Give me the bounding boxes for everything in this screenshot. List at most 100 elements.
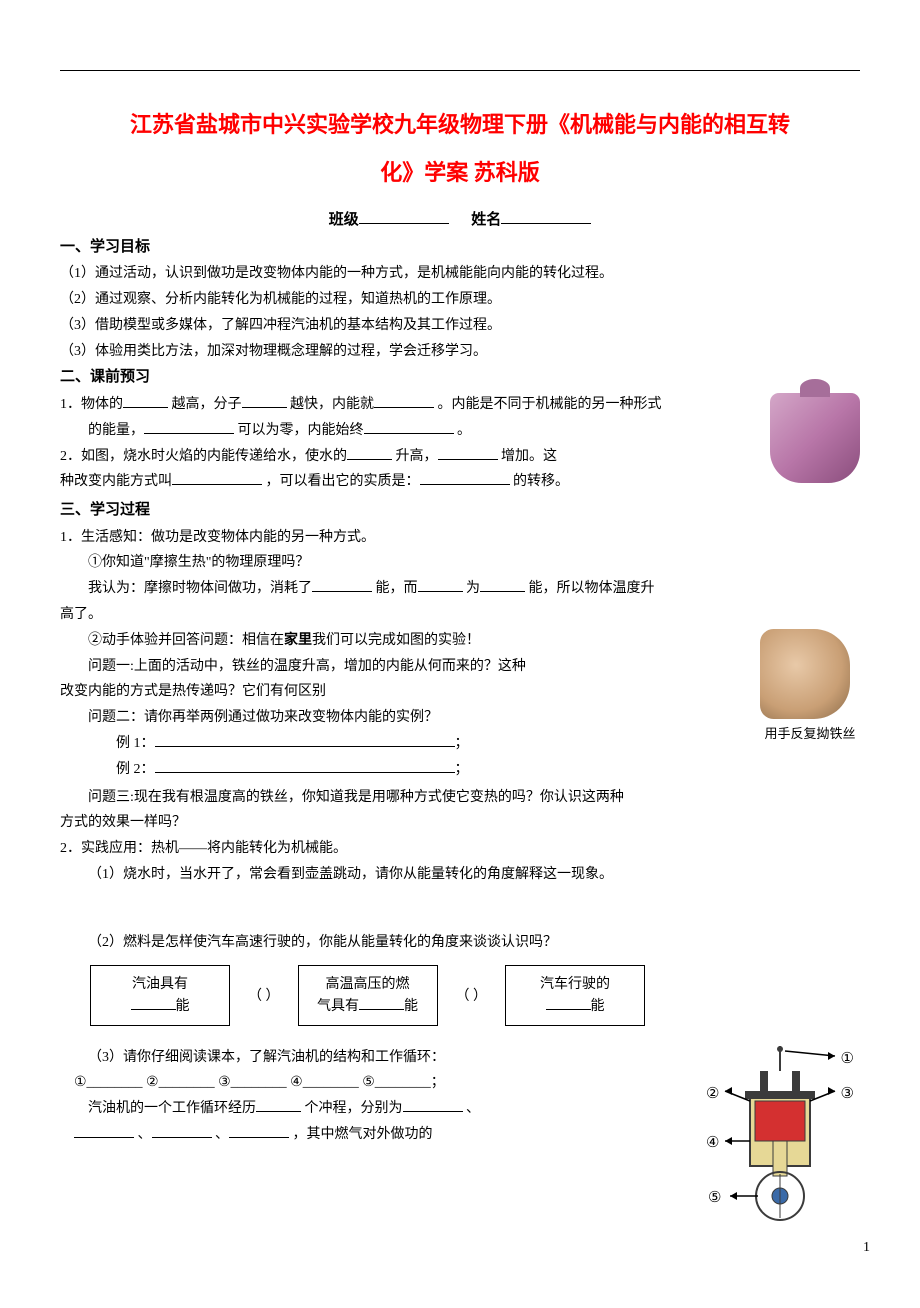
ex1-blank[interactable] <box>155 732 455 747</box>
ans-blank2[interactable] <box>418 577 463 592</box>
ans-blank3[interactable] <box>480 577 525 592</box>
cycle-blank3[interactable] <box>74 1123 134 1138</box>
page-number: 1 <box>863 1240 870 1256</box>
proc1-ans-a: 我认为：摩擦时物体间做功，消耗了 <box>88 581 312 596</box>
pre2-blank3[interactable] <box>172 470 262 485</box>
pre1-blank3[interactable] <box>374 393 434 408</box>
cycle-d: 、 <box>138 1127 152 1142</box>
kettle-icon <box>770 393 860 483</box>
doc-title: 江苏省盐城市中兴实验学校九年级物理下册《机械能与内能的相互转 化》学案 苏科版 <box>60 101 860 198</box>
proc-2-q1: （1）烧水时，当水开了，常会看到壶盖跳动，请你从能量转化的角度解释这一现象。 <box>60 863 860 887</box>
pre1-blank4[interactable] <box>144 419 234 434</box>
preview-1b: 的能量， 可以为零，内能始终 。 <box>60 419 860 443</box>
proc-1: 1．生活感知：做功是改变物体内能的另一种方式。 <box>60 526 860 550</box>
pre1a: 1．物体的 <box>60 397 123 412</box>
goal-1: （1）通过活动，认识到做功是改变物体内能的一种方式，是机械能能向内能的转化过程。 <box>60 262 860 286</box>
page-container: 江苏省盐城市中兴实验学校九年级物理下册《机械能与内能的相互转 化》学案 苏科版 … <box>0 0 920 1276</box>
pre2-blank1[interactable] <box>347 445 392 460</box>
goal-4: （3）体验用类比方法，加深对物理概念理解的过程，学会迁移学习。 <box>60 340 860 364</box>
proc-2: 2．实践应用：热机——将内能转化为机械能。 <box>60 837 860 861</box>
proc-1-p2: 问题二：请你再举两例通过做功来改变物体内能的实例？ <box>60 706 860 730</box>
kettle-figure <box>770 393 860 483</box>
class-blank[interactable] <box>359 208 449 224</box>
proc-2-q2: （2）燃料是怎样使汽车高速行驶的，你能从能量转化的角度来谈谈认识吗？ <box>60 931 860 955</box>
proc-1-p1b: 改变内能的方式是热传递吗？它们有何区别 <box>60 680 860 704</box>
example-2: 例 2：； <box>60 758 860 782</box>
flow-box2-line2: 气具有 能 <box>313 995 423 1017</box>
hand-caption: 用手反复拗铁丝 <box>760 723 860 742</box>
engine-label-4: ④ <box>706 1133 719 1152</box>
pre2-blank4[interactable] <box>420 470 510 485</box>
cycle-blank1[interactable] <box>256 1097 301 1112</box>
flow3-blank[interactable] <box>546 995 591 1010</box>
goal-2: （2）通过观察、分析内能转化为机械能的过程，知道热机的工作原理。 <box>60 288 860 312</box>
title-line-1: 江苏省盐城市中兴实验学校九年级物理下册《机械能与内能的相互转 <box>60 101 860 149</box>
goal-3: （3）借助模型或多媒体，了解四冲程汽油机的基本结构及其工作过程。 <box>60 314 860 338</box>
flow-box1-b: 能 <box>176 999 190 1014</box>
pre1-blank1[interactable] <box>123 393 168 408</box>
cycle-blank4[interactable] <box>152 1123 212 1138</box>
ex2-label: 例 2： <box>116 762 155 777</box>
proc1-ans-b: 能，而 <box>376 581 418 596</box>
class-label: 班级 <box>329 212 359 228</box>
flow-box-2: 高温高压的燃 气具有 能 <box>298 965 438 1026</box>
pre1b: 越高，分子 <box>172 397 242 412</box>
class-name-line: 班级 姓名 <box>60 208 860 229</box>
preview-1: 1．物体的 越高，分子 越快，内能就 。内能是不同于机械能的另一种形式 <box>60 393 860 417</box>
pre2e: ，可以看出它的实质是： <box>266 474 420 489</box>
section-1-head: 一、学习目标 <box>60 235 860 261</box>
proc-1-ans: 我认为：摩擦时物体间做功，消耗了 能，而 为 能，所以物体温度升 <box>60 577 860 601</box>
top-rule <box>60 70 860 71</box>
pre2d: 种改变内能方式叫 <box>60 474 172 489</box>
name-blank[interactable] <box>501 208 591 224</box>
cycle-blank5[interactable] <box>229 1123 289 1138</box>
flow-box2-a: 高温高压的燃 <box>313 974 423 995</box>
cycle-b: 个冲程，分别为 <box>305 1101 403 1116</box>
flow-box1-a: 汽油具有 <box>105 974 215 995</box>
proc-1-p1a: 问题一:上面的活动中，铁丝的温度升高，增加的内能从何而来的？这种 <box>60 655 860 679</box>
spacer-1 <box>60 889 860 929</box>
pre2f: 的转移。 <box>513 474 569 489</box>
flow-box3-b: 能 <box>591 999 605 1014</box>
flow-box2-c: 能 <box>404 999 418 1014</box>
proc-1-p3b: 方式的效果一样吗？ <box>60 811 860 835</box>
proc-1-p3a: 问题三:现在我有根温度高的铁丝，你知道我是用哪种方式使它变热的吗？你认识这两种 <box>60 786 860 810</box>
pre2c: 增加。这 <box>501 449 557 464</box>
pre2a: 2．如图，烧水时火焰的内能传递给水，使水的 <box>60 449 347 464</box>
pre1f: 可以为零，内能始终 <box>238 423 364 438</box>
proc1-ans-d: 能，所以物体温度升 <box>529 581 655 596</box>
flow-arrow-1: （ ） <box>248 985 280 1005</box>
engine-label-5: ⑤ <box>708 1188 721 1207</box>
flow-box-1: 汽油具有 能 <box>90 965 230 1026</box>
section-3-head: 三、学习过程 <box>60 498 860 524</box>
flow-box-3: 汽车行驶的 能 <box>505 965 645 1026</box>
cycle-blank2[interactable] <box>403 1097 463 1112</box>
preview-2b: 种改变内能方式叫 ，可以看出它的实质是： 的转移。 <box>60 470 860 494</box>
ex1-label: 例 1： <box>116 736 155 751</box>
flow2-blank[interactable] <box>359 995 404 1010</box>
cycle-f: ，其中燃气对外做功的 <box>293 1127 433 1142</box>
name-label: 姓名 <box>471 212 501 228</box>
engine-figure: ① ② ③ ④ ⑤ <box>700 1046 860 1236</box>
example-1: 例 1：； <box>60 732 860 756</box>
flow-box3-a: 汽车行驶的 <box>520 974 630 995</box>
flow1-blank[interactable] <box>131 995 176 1010</box>
preview-2: 2．如图，烧水时火焰的内能传递给水，使水的 升高， 增加。这 <box>60 445 860 469</box>
hand-figure: 用手反复拗铁丝 <box>760 629 860 742</box>
pre2-blank2[interactable] <box>438 445 498 460</box>
pre2b: 升高， <box>396 449 438 464</box>
flow-box2-b: 气具有 <box>317 999 359 1014</box>
pre1-blank5[interactable] <box>364 419 454 434</box>
pre1-blank2[interactable] <box>242 393 287 408</box>
engine-label-3: ③ <box>841 1084 854 1103</box>
flow-box3-line2: 能 <box>520 995 630 1017</box>
cycle-e: 、 <box>215 1127 229 1142</box>
ans-blank1[interactable] <box>312 577 372 592</box>
cycle-a: 汽油机的一个工作循环经历 <box>88 1101 256 1116</box>
energy-flow-diagram: 汽油具有 能 （ ） 高温高压的燃 气具有能 （ ） 汽车行驶的 能 <box>90 965 860 1026</box>
proc-1-ans-e: 高了。 <box>60 603 860 627</box>
ex2-blank[interactable] <box>155 758 455 773</box>
engine-svg <box>700 1046 860 1236</box>
proc1-q2-a: ②动手体验并回答问题：相信在 <box>88 633 284 648</box>
proc-1-q1: ①你知道"摩擦生热"的物理原理吗？ <box>60 551 860 575</box>
